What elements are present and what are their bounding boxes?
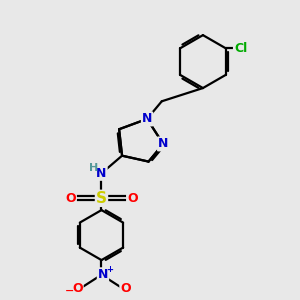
- Text: S: S: [96, 191, 107, 206]
- Text: O: O: [65, 192, 76, 205]
- Text: N: N: [96, 167, 107, 180]
- Text: H: H: [88, 163, 98, 173]
- Text: +: +: [106, 265, 113, 274]
- Text: −: −: [65, 286, 74, 296]
- Text: N: N: [142, 112, 152, 125]
- Text: N: N: [98, 268, 108, 281]
- Text: Cl: Cl: [234, 42, 247, 55]
- Text: O: O: [72, 281, 83, 295]
- Text: O: O: [120, 281, 131, 295]
- Text: O: O: [127, 192, 138, 205]
- Text: N: N: [158, 137, 168, 150]
